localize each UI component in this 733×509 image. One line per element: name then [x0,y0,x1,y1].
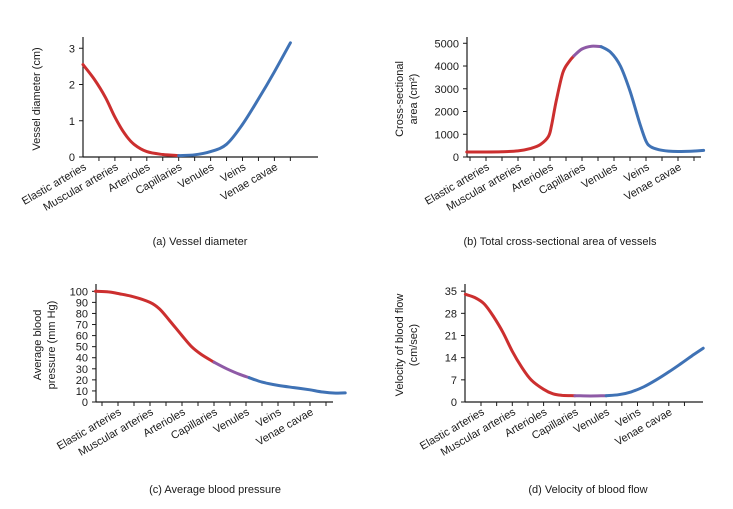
y-tick-label: 5000 [435,38,459,50]
x-tick-label: Venules [580,161,620,191]
y-tick-label: 1000 [435,129,459,141]
y-tick-label: 40 [76,353,88,365]
series-line-arterial [94,289,216,364]
series-line-venous [599,45,706,154]
y-axis-label: Average blood [32,310,44,381]
y-axis-label: Vessel diameter (cm) [31,47,43,150]
y-tick-label: 60 [76,331,88,343]
series-line-arterial [465,54,576,154]
chart-caption: (b) Total cross-sectional area of vessel… [464,236,657,248]
series-line-venous [604,346,705,398]
x-tick-label: Venules [572,406,612,436]
y-tick-label: 90 [76,297,88,309]
y-tick-label: 4000 [435,61,459,73]
y-tick-label: 30 [76,364,88,376]
y-tick-label: 14 [445,353,457,365]
y-axis-label: (cm/sec) [408,324,420,366]
y-tick-label: 0 [69,152,75,164]
series-line-capillary [572,44,603,58]
y-axis-label: Velocity of blood flow [394,294,406,397]
y-tick-label: 3 [69,43,75,55]
series-line-venous [177,41,292,158]
y-tick-label: 2 [69,80,75,92]
y-tick-label: 10 [76,386,88,398]
chart-caption: (c) Average blood pressure [149,484,281,496]
y-tick-label: 20 [76,375,88,387]
chart-caption: (d) Velocity of blood flow [528,484,647,496]
y-tick-label: 28 [445,308,457,320]
series-line-venous [247,376,347,395]
y-tick-label: 0 [453,152,459,164]
y-axis-label: pressure (mm Hg) [46,301,58,390]
y-tick-label: 3000 [435,84,459,96]
y-tick-label: 7 [451,375,457,387]
series-line-capillary [212,360,251,380]
y-tick-label: 35 [445,286,457,298]
y-tick-label: 0 [82,397,88,409]
y-tick-label: 2000 [435,107,459,119]
x-tick-label: Venules [176,161,216,191]
y-axis-label: area (cm²) [408,74,420,125]
y-tick-label: 1 [69,116,75,128]
chart-caption: (a) Vessel diameter [153,236,248,248]
y-axis-label: Cross-sectional [394,61,406,137]
y-tick-label: 100 [70,286,88,298]
x-tick-label: Venules [212,406,252,436]
y-tick-label: 21 [445,331,457,343]
series-line-arterial [463,292,577,398]
y-tick-label: 0 [451,397,457,409]
series-line-arterial [81,63,181,158]
y-tick-label: 70 [76,320,88,332]
y-tick-label: 80 [76,308,88,320]
y-tick-label: 50 [76,342,88,354]
